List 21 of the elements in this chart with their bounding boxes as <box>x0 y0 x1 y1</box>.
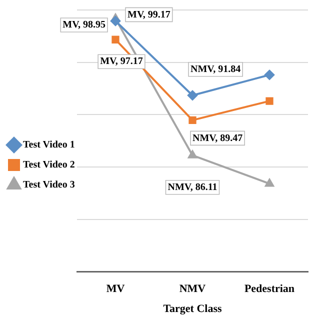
point <box>266 97 274 105</box>
data-label: NMV, 86.11 <box>168 182 218 193</box>
data-label: NMV, 91.84 <box>190 64 241 75</box>
legend-label: Test Video 3 <box>23 180 75 191</box>
legend-label: Test Video 1 <box>23 140 75 151</box>
x-tick-label: MV <box>106 283 125 296</box>
point <box>265 178 274 187</box>
point <box>110 16 120 26</box>
point <box>188 116 196 124</box>
x-tick-label: NMV <box>179 283 206 296</box>
data-label: MV, 97.17 <box>100 56 143 68</box>
x-axis-title: Target Class <box>163 303 222 316</box>
x-tick-label: Pedestrian <box>244 283 295 296</box>
point <box>112 36 120 44</box>
legend-label: Test Video 2 <box>23 160 75 171</box>
point <box>264 70 274 80</box>
point <box>188 90 198 100</box>
data-label: NMV, 89.47 <box>192 132 243 144</box>
point <box>188 150 197 158</box>
data-label: MV, 99.17 <box>128 9 170 20</box>
data-label: MV, 98.95 <box>62 20 106 31</box>
